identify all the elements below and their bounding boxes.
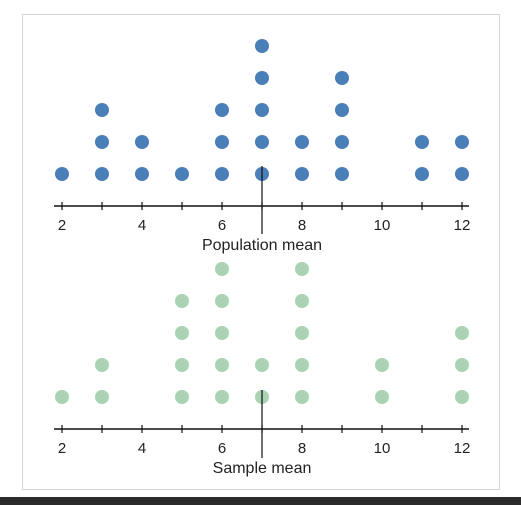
data-dot [255,71,269,85]
data-dot [295,358,309,372]
data-dot [175,326,189,340]
data-dot [175,167,189,181]
data-dot [455,390,469,404]
data-dot [55,167,69,181]
x-tick-label: 2 [58,217,66,234]
data-dot [375,390,389,404]
data-dot [455,326,469,340]
bottom-bar [0,497,521,505]
data-dot [135,167,149,181]
data-dot [255,358,269,372]
data-dot [215,326,229,340]
data-dot [215,167,229,181]
data-dot [255,103,269,117]
mean-label: Sample mean [213,460,312,477]
data-dot [335,167,349,181]
sample-dot-plot: 2 4 6 8 10 12 Sample mean [54,262,470,477]
data-dot [175,358,189,372]
chart-panel [22,14,500,490]
data-dot [335,135,349,149]
data-dot [215,262,229,276]
data-dot [215,390,229,404]
data-dot [415,135,429,149]
x-tick-label: 4 [138,440,146,457]
x-tick-label: 6 [218,440,226,457]
x-tick-label: 10 [374,440,391,457]
data-dot [335,103,349,117]
data-dot [95,103,109,117]
x-tick-label: 4 [138,217,146,234]
data-dot [295,167,309,181]
data-dot [295,390,309,404]
data-dot [255,135,269,149]
data-dot [95,390,109,404]
x-tick-label: 10 [374,217,391,234]
x-tick-label: 8 [298,217,306,234]
x-tick-label: 6 [218,217,226,234]
data-dot [95,167,109,181]
x-tick-label: 2 [58,440,66,457]
population-dot-plot: 2 4 6 8 10 12 Population mean [54,39,470,254]
data-dot [295,262,309,276]
data-dot [295,135,309,149]
data-dot [255,39,269,53]
data-dot [215,294,229,308]
data-dot [415,167,429,181]
data-dot [455,167,469,181]
data-dot [175,390,189,404]
data-dot [295,326,309,340]
data-dot [215,103,229,117]
data-dot [375,358,389,372]
data-dot [135,135,149,149]
mean-label: Population mean [202,237,322,254]
data-dot [95,358,109,372]
data-dot [55,390,69,404]
data-dot [335,71,349,85]
x-tick-label: 12 [454,440,471,457]
x-tick-label: 12 [454,217,471,234]
data-dot [295,294,309,308]
data-dot [215,135,229,149]
x-tick-label: 8 [298,440,306,457]
data-dot [175,294,189,308]
data-dot [455,358,469,372]
data-dot [455,135,469,149]
data-dot [215,358,229,372]
data-dot [95,135,109,149]
